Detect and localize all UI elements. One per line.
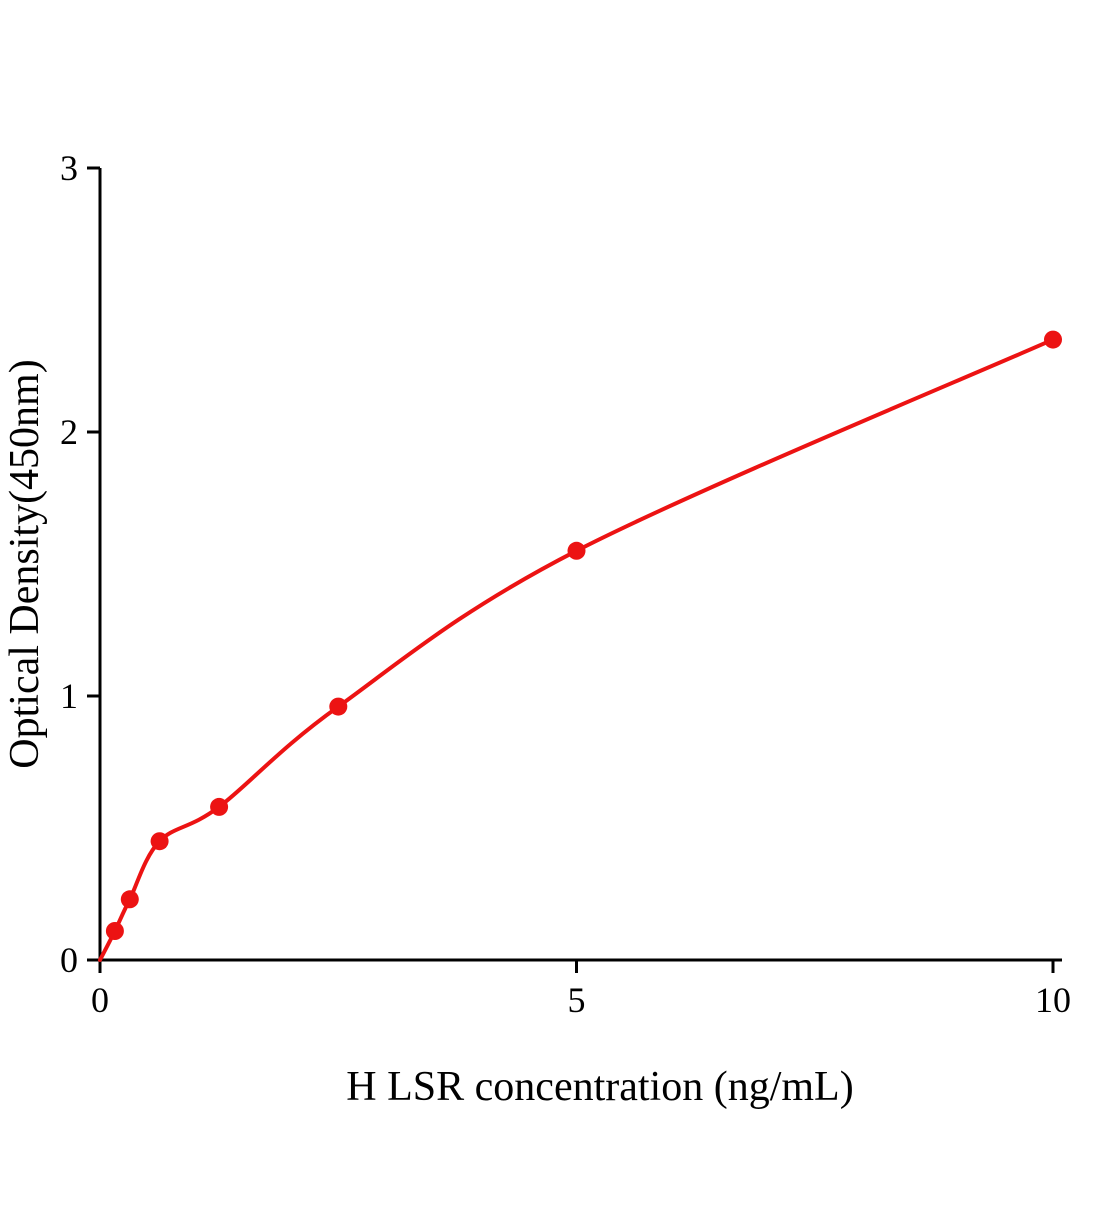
data-point <box>210 797 229 816</box>
y-tick-label: 0 <box>60 940 78 980</box>
y-axis-label: Optical Density(450nm) <box>2 359 48 768</box>
data-point <box>150 832 169 851</box>
fit-curve <box>98 337 1055 962</box>
y-tick-label: 3 <box>60 148 78 188</box>
data-point <box>329 697 348 716</box>
data-point <box>567 541 586 560</box>
data-point <box>105 922 124 940</box>
y-tick-label: 1 <box>60 676 78 716</box>
x-tick-label: 0 <box>91 980 109 1020</box>
x-axis-ticks: 0 5 10 <box>91 960 1071 1020</box>
data-points <box>105 330 1062 940</box>
x-tick-label: 10 <box>1035 980 1071 1020</box>
data-point <box>1044 330 1062 349</box>
y-axis-ticks: 0 1 2 3 <box>60 148 100 980</box>
data-point <box>120 890 139 909</box>
x-tick-label: 5 <box>568 980 586 1020</box>
y-tick-label: 2 <box>60 412 78 452</box>
x-axis-label: H LSR concentration (ng/mL) <box>346 1064 853 1110</box>
